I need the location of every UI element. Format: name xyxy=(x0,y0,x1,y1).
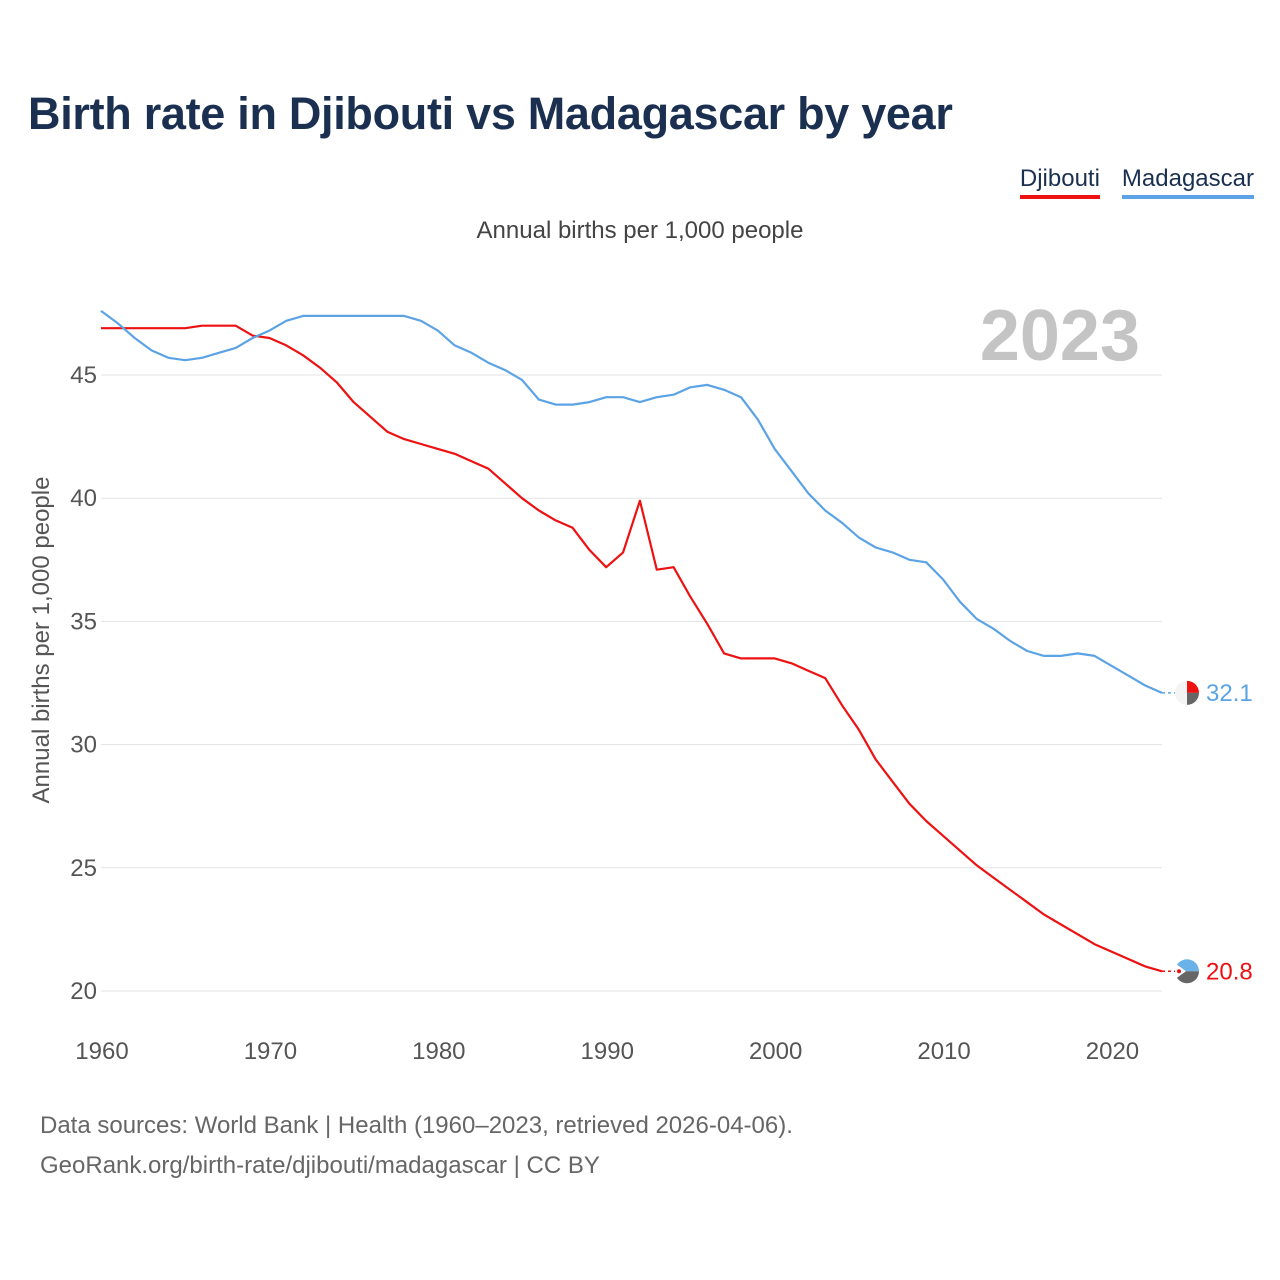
x-tick-label: 1970 xyxy=(244,1038,297,1065)
series-line-madagascar xyxy=(100,310,1163,694)
x-tick-label: 2010 xyxy=(917,1038,970,1065)
y-tick-label: 30 xyxy=(70,732,97,759)
y-tick-label: 45 xyxy=(70,362,97,389)
flag-djibouti-star xyxy=(1177,969,1181,974)
data-source: Data sources: World Bank | Health (1960–… xyxy=(40,1106,793,1186)
year-watermark: 2023 xyxy=(980,296,1140,376)
end-value-label-djibouti: 20.8 xyxy=(1206,958,1253,985)
chart-title: Birth rate in Djibouti vs Madagascar by … xyxy=(28,88,953,139)
source-line-2[interactable]: GeoRank.org/birth-rate/djibouti/madagasc… xyxy=(40,1152,600,1179)
x-tick-label: 2000 xyxy=(749,1038,802,1065)
x-tick-label: 1960 xyxy=(75,1038,128,1065)
y-tick-label: 20 xyxy=(70,978,97,1005)
legend-item-madagascar[interactable]: Madagascar xyxy=(1121,165,1254,199)
y-tick-label: 25 xyxy=(70,855,97,882)
x-tick-label: 1980 xyxy=(412,1038,465,1065)
y-tick-label: 35 xyxy=(70,608,97,635)
x-tick-label: 1990 xyxy=(581,1038,634,1065)
chart-subtitle: Annual births per 1,000 people xyxy=(476,217,804,244)
flag-madagascar-green xyxy=(1187,692,1199,705)
legend: Djibouti Madagascar xyxy=(1019,165,1254,199)
y-tick-label: 40 xyxy=(70,485,97,512)
flag-madagascar-red xyxy=(1187,680,1199,693)
x-tick-label: 2020 xyxy=(1086,1038,1139,1065)
legend-item-djibouti[interactable]: Djibouti xyxy=(1019,165,1100,199)
source-line-1: Data sources: World Bank | Health (1960–… xyxy=(40,1112,793,1139)
flag-madagascar-white xyxy=(1175,680,1187,705)
series-line-djibouti xyxy=(101,324,1163,973)
end-value-label-madagascar: 32.1 xyxy=(1206,680,1253,707)
